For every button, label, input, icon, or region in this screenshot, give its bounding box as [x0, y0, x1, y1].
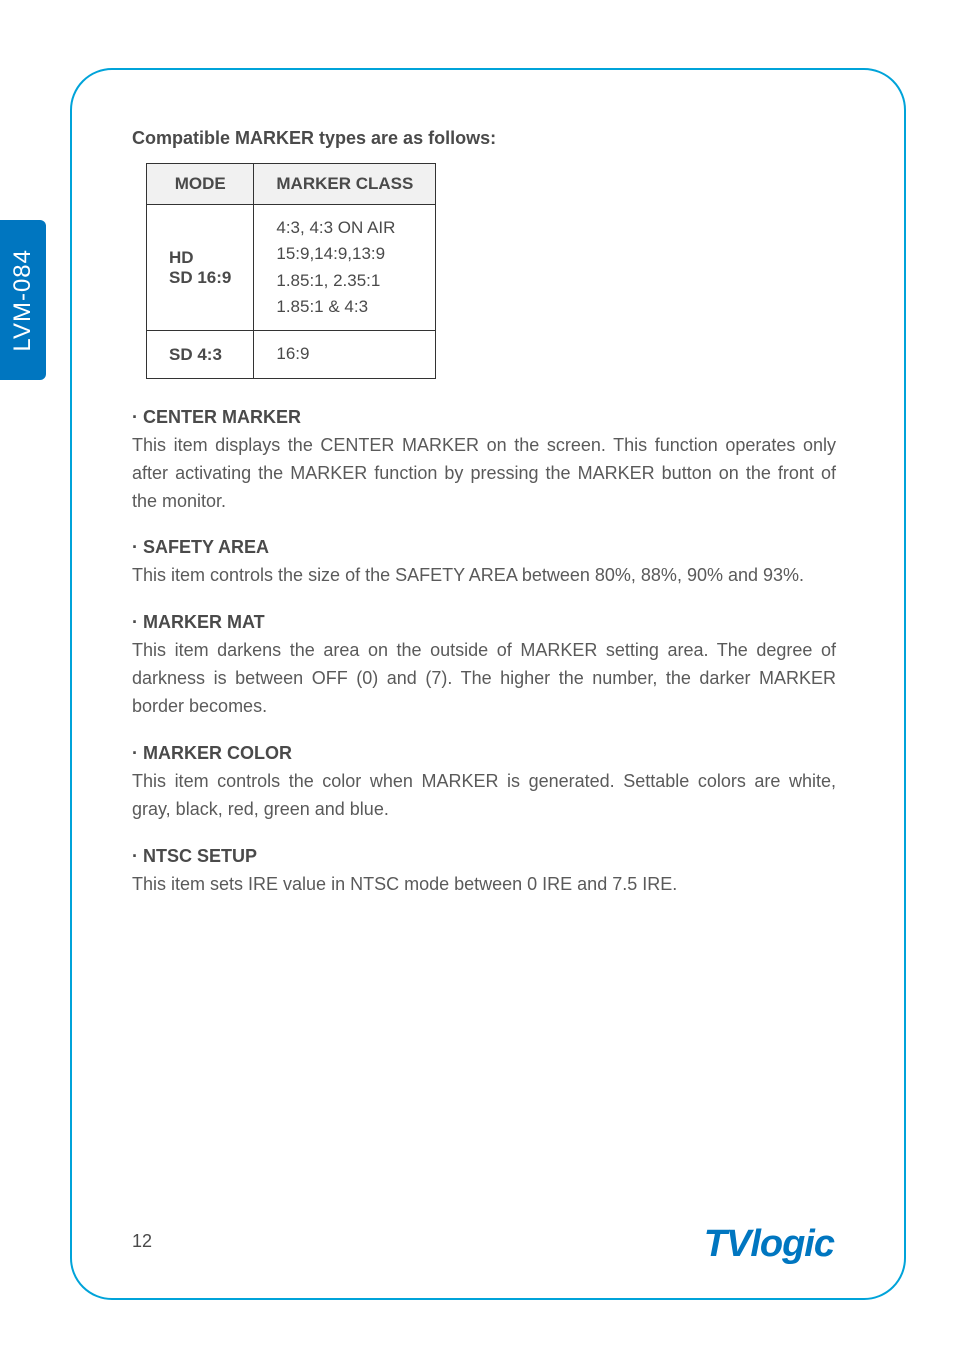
section-body: This item displays the CENTER MARKER on …: [132, 432, 836, 516]
section-title: · CENTER MARKER: [132, 407, 836, 428]
intro-text: Compatible MARKER types are as follows:: [132, 128, 836, 149]
table-cell-mode: SD 4:3: [147, 331, 254, 378]
table-cell-class: 4:3, 4:3 ON AIR 15:9,14:9,13:9 1.85:1, 2…: [254, 205, 436, 331]
table-row: HD SD 16:9 4:3, 4:3 ON AIR 15:9,14:9,13:…: [147, 205, 436, 331]
table-header-class: MARKER CLASS: [254, 164, 436, 205]
marker-table: MODE MARKER CLASS HD SD 16:9 4:3, 4:3 ON…: [146, 163, 436, 379]
model-tab-label: LVM-084: [9, 249, 37, 352]
table-cell-mode: HD SD 16:9: [147, 205, 254, 331]
table-header-row: MODE MARKER CLASS: [147, 164, 436, 205]
table-row: SD 4:3 16:9: [147, 331, 436, 378]
model-tab: LVM-084: [0, 220, 46, 380]
section-title: · SAFETY AREA: [132, 537, 836, 558]
section-title: · MARKER MAT: [132, 612, 836, 633]
section-body: This item controls the size of the SAFET…: [132, 562, 836, 590]
table-cell-class: 16:9: [254, 331, 436, 378]
section-ntsc-setup: · NTSC SETUP This item sets IRE value in…: [132, 846, 836, 899]
section-center-marker: · CENTER MARKER This item displays the C…: [132, 407, 836, 516]
section-marker-mat: · MARKER MAT This item darkens the area …: [132, 612, 836, 721]
section-body: This item darkens the area on the outsid…: [132, 637, 836, 721]
table-header-mode: MODE: [147, 164, 254, 205]
section-safety-area: · SAFETY AREA This item controls the siz…: [132, 537, 836, 590]
brand-logo: TVlogic: [704, 1223, 834, 1266]
section-title: · MARKER COLOR: [132, 743, 836, 764]
section-marker-color: · MARKER COLOR This item controls the co…: [132, 743, 836, 824]
logo-part2: logic: [750, 1223, 834, 1265]
section-body: This item sets IRE value in NTSC mode be…: [132, 871, 836, 899]
section-title: · NTSC SETUP: [132, 846, 836, 867]
logo-part1: TV: [704, 1223, 751, 1265]
section-body: This item controls the color when MARKER…: [132, 768, 836, 824]
content-area: Compatible MARKER types are as follows: …: [132, 128, 836, 899]
page-number: 12: [132, 1231, 152, 1252]
